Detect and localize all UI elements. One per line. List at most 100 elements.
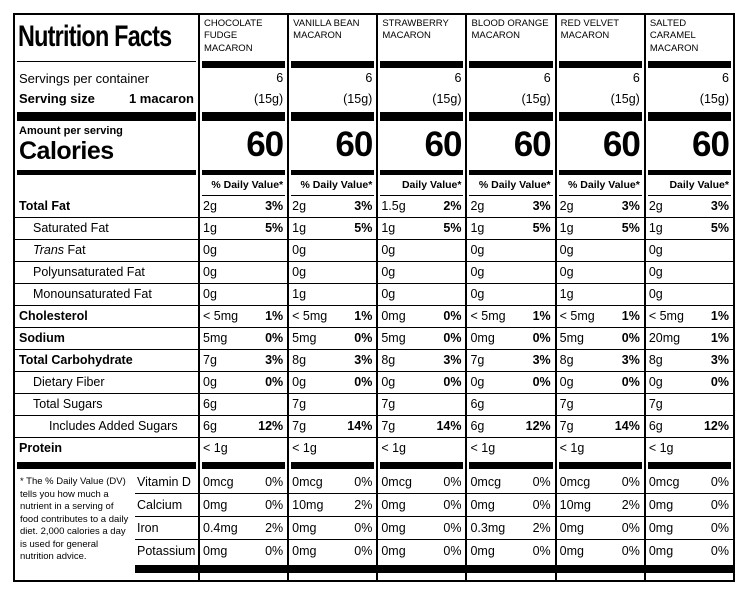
dietary-fiber-row: 0g 0% (467, 372, 555, 394)
dietary-fiber-row: 0g 0% (289, 372, 377, 394)
dv: 12% (258, 419, 284, 433)
dv: 5% (265, 221, 284, 235)
potassium-row: 0mg 0% (289, 540, 376, 563)
total-fat-row: 2g 3% (556, 196, 644, 218)
servings-value: 6 (276, 71, 284, 85)
divider-bar-thick (17, 112, 196, 121)
calcium-row: 0mg 0% (467, 494, 555, 517)
total-carbohydrate-row: 8g 3% (378, 350, 466, 372)
divider-bar-thick (202, 112, 286, 121)
total-carbohydrate-row: 8g 3% (556, 350, 644, 372)
saturated-fat-row: 1g 5% (645, 218, 733, 240)
dv-header: % Daily Value* (469, 176, 553, 196)
saturated-fat-row: 1g 5% (467, 218, 555, 240)
amount: 1g (559, 221, 574, 235)
iron-row: 0.4mg 2% (200, 517, 288, 540)
servings-value: 6 (543, 71, 551, 85)
monounsaturated-fat-row: 1g (289, 284, 377, 306)
row-label-polyunsaturated-fat: Polyunsaturated Fat (15, 262, 198, 284)
dv: 5% (621, 221, 640, 235)
product-column-chocolate-fudge: CHOCOLATE FUDGE MACARON 6 (15g) 60 % Dai… (198, 15, 288, 580)
serving-weight: (15g) (699, 92, 729, 106)
potassium-row: 0mg 0% (200, 540, 287, 563)
total-fat-row: 2g 3% (645, 196, 733, 218)
header-bar (647, 61, 731, 68)
amount: 0g (203, 265, 217, 279)
bottom-bar (556, 565, 644, 573)
amount: 1g (203, 221, 217, 235)
amount: 8g (648, 353, 663, 367)
dv-header: % Daily Value* (202, 176, 286, 196)
amount: 2g (559, 199, 574, 213)
dv-header: % Daily Value* (291, 176, 375, 196)
dietary-fiber-row: 0g 0% (378, 372, 466, 394)
dv: 3% (443, 353, 462, 367)
cholesterol-row: < 5mg 1% (200, 306, 288, 328)
amount: 7g (381, 397, 396, 411)
polyunsaturated-fat-row: 0g (556, 262, 644, 284)
trans-fat-row: 0g (467, 240, 555, 262)
amount: 1g (292, 287, 307, 301)
amount: 0g (559, 375, 574, 389)
amount: 7g (648, 397, 663, 411)
amount: 0g (470, 287, 485, 301)
amount: 6g (648, 419, 663, 433)
dv: 5% (710, 221, 729, 235)
calories-value: 60 (513, 125, 552, 164)
dv: 1% (710, 331, 729, 345)
divider-bar-vitamins (380, 462, 464, 469)
amount: 0mg (648, 498, 674, 512)
product-name: STRAWBERRY MACARON (382, 18, 449, 42)
product-name: VANILLA BEAN MACARON (293, 18, 360, 42)
sodium-row: 5mg 0% (289, 328, 377, 350)
amount: < 1g (381, 441, 407, 455)
trans-fat-row: 0g (378, 240, 466, 262)
bottom-bar (467, 565, 555, 573)
header-bar (291, 61, 375, 68)
product-column-vanilla-bean: VANILLA BEAN MACARON 6 (15g) 60 % Daily … (287, 15, 377, 580)
saturated-fat-row: 1g 5% (289, 218, 377, 240)
divider-bar-vitamins (202, 462, 286, 469)
divider-bar-thick (469, 112, 553, 121)
servings-value: 6 (632, 71, 640, 85)
row-label-total-fat: Total Fat (15, 196, 198, 218)
amount: 2g (292, 199, 307, 213)
divider-bar-thick (380, 112, 464, 121)
dietary-fiber-row: 0g 0% (556, 372, 644, 394)
dv: 12% (703, 419, 729, 433)
servings-value: 6 (454, 71, 462, 85)
amount: 8g (292, 353, 307, 367)
amount: < 5mg (292, 309, 328, 323)
monounsaturated-fat-row: 0g (467, 284, 555, 306)
product-name: SALTED CARAMEL MACARON (649, 18, 699, 54)
dv: 0% (443, 498, 462, 512)
amount: 5mg (559, 331, 584, 345)
protein-row: < 1g (289, 438, 376, 460)
calories-value: 60 (246, 125, 284, 164)
amount: 5mg (292, 331, 317, 345)
dv: 0% (354, 331, 373, 345)
amount: 0g (381, 265, 396, 279)
amount: 1.5g (381, 199, 406, 213)
product-name: BLOOD ORANGE MACARON (471, 18, 549, 42)
protein-row: < 1g (557, 438, 644, 460)
row-label-sodium: Sodium (15, 328, 198, 350)
dv: 12% (525, 419, 551, 433)
amount: 7g (559, 397, 574, 411)
divider-bar-vitamins (558, 462, 642, 469)
trans-fat-row: 0g (645, 240, 733, 262)
product-column-strawberry: STRAWBERRY MACARON 6 (15g) 60 Daily Valu… (376, 15, 466, 580)
amount: 0mg (292, 544, 317, 558)
dv: 3% (621, 353, 640, 367)
monounsaturated-fat-row: 0g (378, 284, 466, 306)
added-sugars-row: 7g 14% (378, 416, 466, 438)
amount: 0.4mg (203, 521, 238, 535)
serving-size-row: Serving size 1 macaron (15, 89, 198, 110)
dv: 1% (621, 309, 640, 323)
amount: 0g (381, 243, 396, 257)
left-panel: Nutrition Facts Servings per container S… (15, 15, 198, 580)
dv-header: Daily Value* (380, 176, 464, 196)
total-carbohydrate-row: 8g 3% (645, 350, 733, 372)
serving-weight: (15g) (610, 92, 640, 106)
total-sugars-row: 6g (467, 394, 555, 416)
